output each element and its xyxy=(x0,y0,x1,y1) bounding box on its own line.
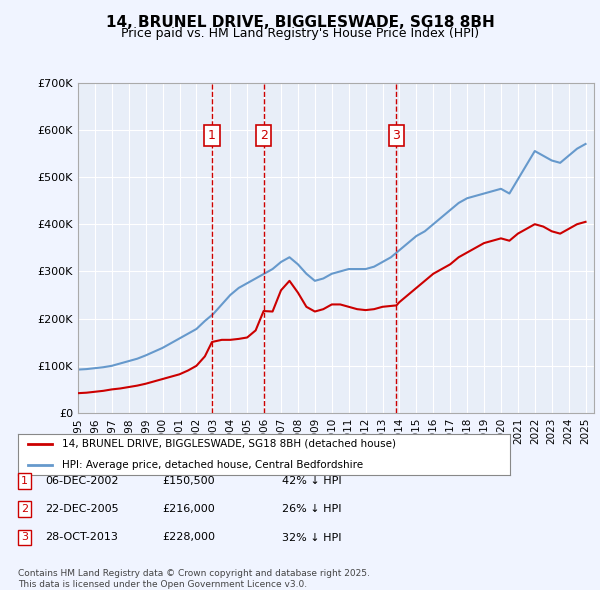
Text: £228,000: £228,000 xyxy=(162,533,215,542)
Text: 14, BRUNEL DRIVE, BIGGLESWADE, SG18 8BH (detached house): 14, BRUNEL DRIVE, BIGGLESWADE, SG18 8BH … xyxy=(62,439,396,449)
Text: 06-DEC-2002: 06-DEC-2002 xyxy=(45,476,119,486)
Text: 26% ↓ HPI: 26% ↓ HPI xyxy=(282,504,341,514)
Text: 2: 2 xyxy=(260,129,268,142)
Text: This data is licensed under the Open Government Licence v3.0.: This data is licensed under the Open Gov… xyxy=(18,579,307,589)
Text: £150,500: £150,500 xyxy=(162,476,215,486)
Text: 3: 3 xyxy=(392,129,400,142)
Text: 1: 1 xyxy=(208,129,216,142)
Text: HPI: Average price, detached house, Central Bedfordshire: HPI: Average price, detached house, Cent… xyxy=(62,460,364,470)
Text: Contains HM Land Registry data © Crown copyright and database right 2025.: Contains HM Land Registry data © Crown c… xyxy=(18,569,370,578)
Text: 22-DEC-2005: 22-DEC-2005 xyxy=(45,504,119,514)
Text: 2: 2 xyxy=(21,504,28,514)
Text: 3: 3 xyxy=(21,533,28,542)
Text: 14, BRUNEL DRIVE, BIGGLESWADE, SG18 8BH: 14, BRUNEL DRIVE, BIGGLESWADE, SG18 8BH xyxy=(106,15,494,30)
Text: Price paid vs. HM Land Registry's House Price Index (HPI): Price paid vs. HM Land Registry's House … xyxy=(121,27,479,40)
Text: 1: 1 xyxy=(21,476,28,486)
Text: 42% ↓ HPI: 42% ↓ HPI xyxy=(282,476,341,486)
Text: 32% ↓ HPI: 32% ↓ HPI xyxy=(282,533,341,542)
Text: £216,000: £216,000 xyxy=(162,504,215,514)
Text: 28-OCT-2013: 28-OCT-2013 xyxy=(45,533,118,542)
